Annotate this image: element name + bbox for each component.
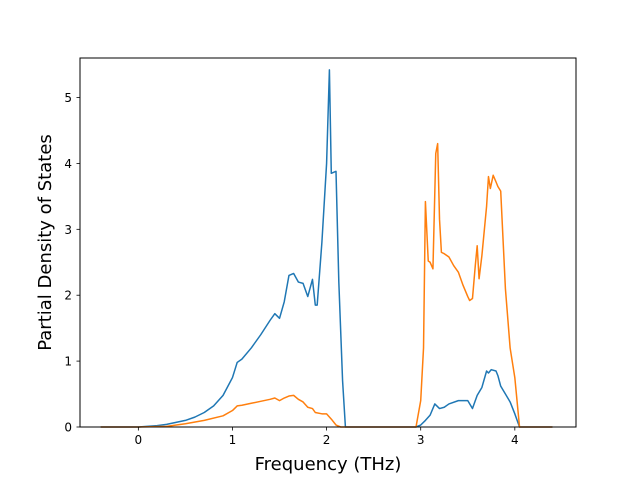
y-tick-label: 4 — [64, 157, 72, 171]
y-axis: 0 1 2 3 4 5 — [64, 91, 80, 435]
y-tick-label: 2 — [64, 289, 72, 303]
x-axis: 0 1 2 3 4 — [135, 427, 519, 447]
x-tick-label: 0 — [135, 433, 143, 447]
x-tick-label: 2 — [323, 433, 331, 447]
y-tick-label: 1 — [64, 355, 72, 369]
y-tick-label: 0 — [64, 421, 72, 435]
y-tick-label: 3 — [64, 223, 72, 237]
x-tick-label: 4 — [511, 433, 519, 447]
axes-frame — [79, 57, 577, 428]
series-line-1 — [100, 69, 553, 428]
y-axis-label: Partial Density of States — [35, 134, 56, 351]
series-line-2 — [100, 142, 553, 428]
y-tick-label: 5 — [64, 91, 72, 105]
plot-area — [100, 69, 553, 428]
x-tick-label: 1 — [229, 433, 237, 447]
x-tick-label: 3 — [417, 433, 425, 447]
x-axis-label: Frequency (THz) — [255, 454, 402, 475]
